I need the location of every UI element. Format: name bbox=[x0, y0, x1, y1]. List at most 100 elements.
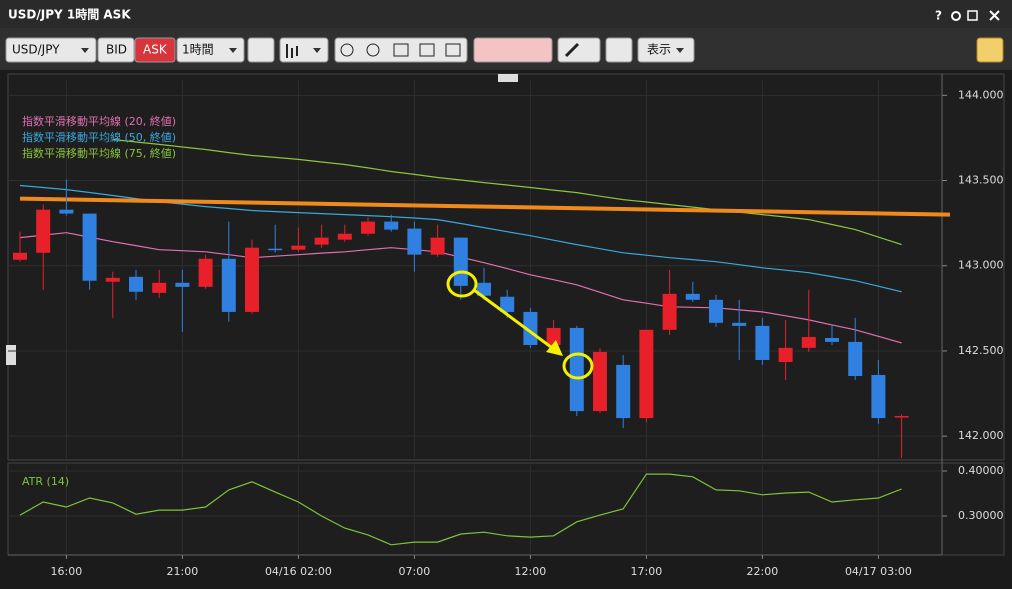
candle-body bbox=[871, 374, 886, 419]
y-tick-label: 143.500 bbox=[958, 174, 1004, 187]
collapse-tab[interactable] bbox=[498, 74, 518, 82]
close-button[interactable] bbox=[989, 10, 1000, 21]
trend-line bbox=[19, 196, 951, 217]
arrow-line bbox=[473, 288, 556, 352]
candle-body bbox=[129, 276, 143, 292]
x-tick-label: 16:00 bbox=[51, 565, 83, 578]
candle-body bbox=[894, 416, 909, 418]
candle-body bbox=[407, 228, 422, 255]
indicator-line bbox=[112, 138, 902, 246]
candle-body bbox=[778, 347, 793, 363]
candle-body bbox=[477, 282, 491, 296]
highlight-circle bbox=[446, 270, 478, 298]
candle-body bbox=[268, 248, 283, 251]
window-title: USD/JPY 1時間 ASK bbox=[8, 7, 131, 22]
candle-body bbox=[361, 221, 375, 234]
candle-body bbox=[314, 237, 329, 245]
restore-button[interactable] bbox=[967, 10, 978, 21]
interval-text: 1時間 bbox=[182, 43, 214, 57]
y-tick-label: 0.40000 bbox=[958, 464, 1004, 477]
settings-button[interactable] bbox=[951, 11, 961, 21]
atr-panel bbox=[7, 462, 1005, 556]
interval-select[interactable] bbox=[176, 37, 245, 63]
marks: 16:00 21:00 04/16 02:00 07:00 12:00 17:00 22:0… bbox=[8, 80, 1004, 578]
symbol-text: USD/JPY bbox=[12, 43, 60, 57]
main-panel bbox=[7, 73, 1005, 461]
link-button[interactable] bbox=[247, 37, 275, 63]
candle-body bbox=[13, 252, 27, 260]
help-button[interactable]: ? bbox=[935, 9, 942, 23]
side-tab[interactable] bbox=[6, 345, 16, 365]
candle-body bbox=[59, 209, 74, 214]
legend-entry: 指数平滑移動平均線 (75, 終値) bbox=[22, 146, 176, 160]
candle-body bbox=[175, 282, 190, 287]
icon bbox=[286, 44, 298, 58]
candle-body bbox=[801, 336, 816, 348]
pen-button[interactable] bbox=[557, 37, 601, 63]
view-button[interactable] bbox=[637, 37, 695, 63]
candle-body bbox=[593, 351, 607, 412]
annotation bbox=[446, 270, 594, 380]
candle-body bbox=[825, 337, 839, 342]
candle-body bbox=[384, 221, 399, 230]
candle-body bbox=[662, 293, 677, 330]
scroll-button[interactable] bbox=[445, 43, 461, 57]
x-tick-label: 07:00 bbox=[399, 565, 431, 578]
candle-body bbox=[709, 299, 723, 323]
candle-body bbox=[523, 311, 538, 345]
dropdown-arrow bbox=[81, 48, 89, 53]
y-tick-label: 143.000 bbox=[958, 259, 1004, 272]
ask-text: ASK bbox=[143, 43, 168, 57]
x-tick-label: 12:00 bbox=[515, 565, 547, 578]
candle-body bbox=[36, 209, 51, 253]
x-tick-label: 17:00 bbox=[631, 565, 663, 578]
arrow-head bbox=[546, 340, 563, 356]
ask-button[interactable] bbox=[134, 37, 176, 63]
dropdown-arrow bbox=[676, 48, 684, 53]
candle-body bbox=[453, 237, 468, 286]
symbol-select[interactable] bbox=[5, 37, 97, 63]
candle-body bbox=[546, 327, 561, 345]
dropdown-arrow bbox=[313, 48, 321, 53]
bid-button[interactable] bbox=[97, 37, 135, 63]
candle-body bbox=[221, 258, 236, 312]
x-tick-label: 04/17 03:00 bbox=[845, 565, 912, 578]
dropdown-arrow bbox=[229, 48, 237, 53]
x-tick-label: 21:00 bbox=[167, 565, 199, 578]
candle-body bbox=[685, 293, 700, 300]
title-bar bbox=[0, 0, 1012, 28]
y-tick-label: 142.000 bbox=[958, 429, 1004, 442]
expand-button[interactable] bbox=[419, 43, 435, 57]
candle-body bbox=[639, 329, 654, 419]
fit-button[interactable] bbox=[393, 43, 409, 57]
candle-body bbox=[430, 237, 445, 255]
y-tick-label: 144.000 bbox=[958, 88, 1004, 101]
legend-entry: ATR (14) bbox=[22, 475, 69, 488]
candle-body bbox=[291, 245, 306, 250]
zoom-out[interactable] bbox=[366, 43, 380, 57]
legend-entry: 指数平滑移動平均線 (50, 終値) bbox=[22, 130, 176, 144]
icon bbox=[564, 42, 580, 58]
candle-body bbox=[500, 296, 515, 312]
candle-body bbox=[732, 322, 747, 326]
candle-body bbox=[152, 282, 167, 293]
y-tick-label: 0.30000 bbox=[958, 509, 1004, 522]
candle-body bbox=[198, 258, 213, 287]
indicator-line bbox=[19, 473, 902, 546]
candle-body bbox=[82, 213, 97, 281]
bid-text: BID bbox=[106, 43, 127, 57]
drawing-group[interactable] bbox=[473, 37, 553, 63]
candle-body bbox=[105, 277, 120, 282]
zoom-group[interactable] bbox=[334, 37, 468, 63]
x-tick-label: 04/16 02:00 bbox=[265, 565, 332, 578]
candle-body bbox=[569, 327, 584, 412]
x-tick-label: 22:00 bbox=[747, 565, 779, 578]
zoom-in[interactable] bbox=[340, 43, 354, 57]
candle-body bbox=[337, 233, 352, 240]
candle-body bbox=[848, 341, 863, 376]
legend-entry: 指数平滑移動平均線 (20, 終値) bbox=[22, 114, 176, 128]
target-button[interactable] bbox=[976, 37, 1004, 63]
indicator-button[interactable] bbox=[605, 37, 633, 63]
y-tick-label: 142.500 bbox=[958, 344, 1004, 357]
